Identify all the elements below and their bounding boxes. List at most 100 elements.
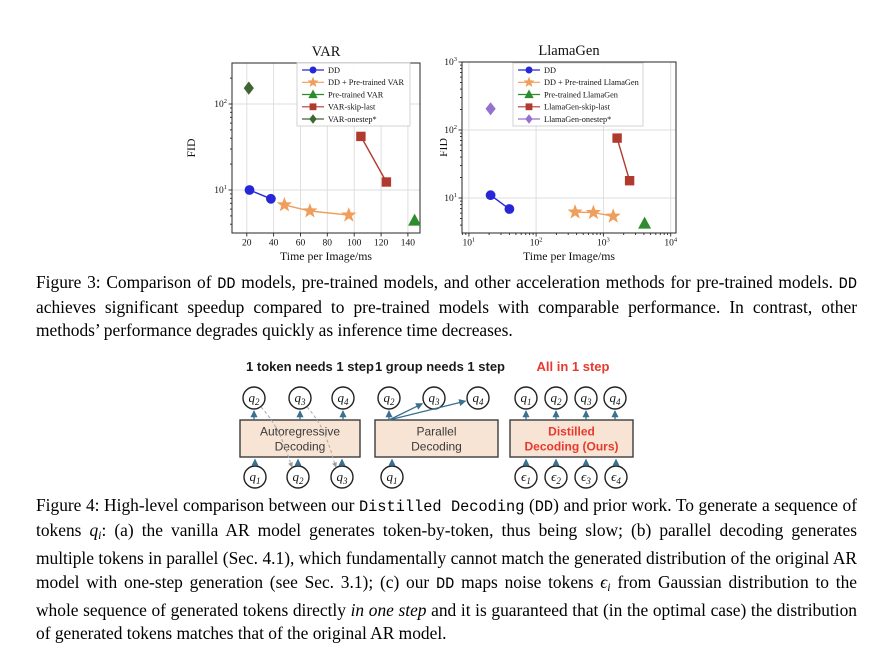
- svg-text:60: 60: [296, 239, 306, 249]
- caption-segment: ) and prior work. To generate a sequence…: [36, 495, 858, 541]
- token-circle: q1: [380, 465, 404, 489]
- series-dd: [485, 190, 515, 214]
- var-chart: 20 40 60 80 100 120 140 101 102 VAR Time per Image…: [184, 44, 422, 263]
- svg-text:ϵ2: ϵ2: [551, 469, 561, 486]
- feedback-arrow: [306, 406, 337, 468]
- token-circle: q3: [288, 386, 312, 410]
- plot-frame: [461, 61, 677, 234]
- x-axis-label: Time per Image/ms: [280, 249, 372, 263]
- caption-segment: achieves significant speedup compared to…: [36, 297, 857, 341]
- legend-label: DD + Pre-trained LlamaGen: [544, 78, 640, 87]
- legend-label: Pre-trained VAR: [328, 90, 384, 99]
- token-circle: q1: [243, 465, 267, 489]
- caption-segment: from Gaussian distribution to the whole …: [36, 571, 858, 620]
- caption-segment: DD: [838, 275, 857, 293]
- x-axis-label: Time per Image/ms: [523, 249, 615, 263]
- token-circle: ϵ4: [604, 465, 628, 489]
- token-circle: ϵ3: [574, 465, 598, 489]
- panel-header: 1 group needs 1 step: [375, 359, 505, 374]
- chart-title: LlamaGen: [538, 43, 600, 59]
- token-circle: q1: [514, 386, 538, 410]
- series-dd-pre-trained-var: [276, 196, 357, 222]
- caption-segment: DD: [435, 574, 455, 593]
- series-var-onestep-: [243, 81, 254, 95]
- token-circle: q2: [286, 465, 310, 489]
- caption-segment: ϵ: [600, 571, 608, 592]
- token-circle: q4: [331, 386, 355, 410]
- svg-text:q3: q3: [337, 469, 349, 486]
- caption-segment: (: [524, 495, 535, 515]
- svg-text:ϵ4: ϵ4: [611, 469, 621, 486]
- svg-text:q2: q2: [384, 390, 396, 407]
- caption-segment: DD: [217, 275, 236, 293]
- svg-text:q3: q3: [581, 390, 593, 407]
- legend-label: VAR-skip-last: [328, 103, 376, 112]
- caption-segment: Distilled Decoding: [358, 498, 525, 516]
- token-circle: q3: [422, 386, 446, 410]
- legend: DD DD + Pre-trained LlamaGen Pre-trained L…: [512, 62, 644, 127]
- caption-segment: i: [607, 579, 611, 594]
- svg-text:q2: q2: [293, 469, 305, 486]
- decoder-box-label: Autoregressive: [260, 425, 340, 439]
- svg-text:101: 101: [214, 184, 227, 196]
- panel-header: 1 token needs 1 step: [246, 359, 374, 374]
- svg-text:140: 140: [401, 239, 416, 249]
- caption-segment: in one step: [350, 599, 427, 620]
- decoder-box: [509, 419, 634, 458]
- axis-ticks: [458, 61, 672, 237]
- series-llamagen-skip-last: [612, 133, 635, 186]
- series-llamagen-onestep-: [485, 102, 496, 116]
- series-dd-pre-trained-llamagen: [567, 204, 621, 223]
- svg-text:q1: q1: [387, 469, 398, 486]
- decoder-box-label: Decoding (Ours): [524, 440, 618, 454]
- svg-text:q2: q2: [249, 390, 261, 407]
- svg-text:q4: q4: [338, 390, 350, 407]
- svg-text:103: 103: [444, 56, 457, 68]
- svg-text:120: 120: [374, 239, 389, 249]
- caption-segment: i: [98, 528, 102, 543]
- svg-text:ϵ3: ϵ3: [581, 469, 591, 486]
- series-var-skip-last: [356, 131, 392, 187]
- caption-segment: DD: [534, 498, 554, 516]
- svg-text:ϵ1: ϵ1: [521, 469, 531, 486]
- svg-text:80: 80: [323, 239, 333, 249]
- series-pre-trained-var: [408, 213, 422, 226]
- panel-header: All in 1 step: [537, 359, 610, 374]
- decoder-box: [239, 419, 361, 458]
- caption-segment: q: [89, 520, 99, 541]
- feedback-arrow: [260, 406, 293, 468]
- legend-label: VAR-onestep*: [328, 115, 377, 124]
- svg-text:40: 40: [269, 239, 279, 249]
- legend-label: Pre-trained LlamaGen: [544, 90, 619, 99]
- svg-text:q4: q4: [473, 390, 485, 407]
- legend: DD DD + Pre-trained VAR Pre-trained VAR VAR…: [296, 62, 411, 127]
- decoder-box-label: Decoding: [275, 440, 326, 454]
- axis-ticks: [228, 77, 409, 237]
- caption-segment: and it is guaranteed that (in the optima…: [36, 599, 857, 643]
- svg-text:100: 100: [347, 239, 362, 249]
- svg-text:20: 20: [242, 239, 252, 249]
- decoder-box-label: Distilled: [548, 425, 595, 439]
- legend-label: DD: [544, 66, 556, 75]
- svg-text:102: 102: [444, 124, 457, 136]
- series-dd: [244, 185, 276, 204]
- svg-text:102: 102: [530, 236, 543, 248]
- svg-text:q3: q3: [295, 390, 307, 407]
- token-circle: q3: [330, 465, 354, 489]
- decoder-box-label: Parallel: [416, 425, 456, 439]
- caption-segment: : (a) the vanilla AR model generates tok…: [36, 520, 857, 592]
- figure4-caption: Figure 4: High-level comparison between …: [36, 494, 857, 645]
- svg-text:101: 101: [444, 192, 457, 204]
- svg-text:101: 101: [463, 236, 476, 248]
- token-circle: q4: [603, 386, 627, 410]
- llamagen-chart: 101 102 103 104 101 102 103 LlamaGen Time per Im…: [440, 43, 678, 263]
- series-pre-trained-llamagen: [638, 216, 652, 229]
- svg-text:q1: q1: [250, 469, 261, 486]
- token-circle: q3: [574, 386, 598, 410]
- caption-segment: maps noise tokens: [454, 571, 601, 592]
- diagram-panel-1: 1 token needs 1 step AutoregressiveDecodi…: [239, 359, 374, 489]
- caption-segment: models, pre-trained models, and other ac…: [235, 272, 839, 292]
